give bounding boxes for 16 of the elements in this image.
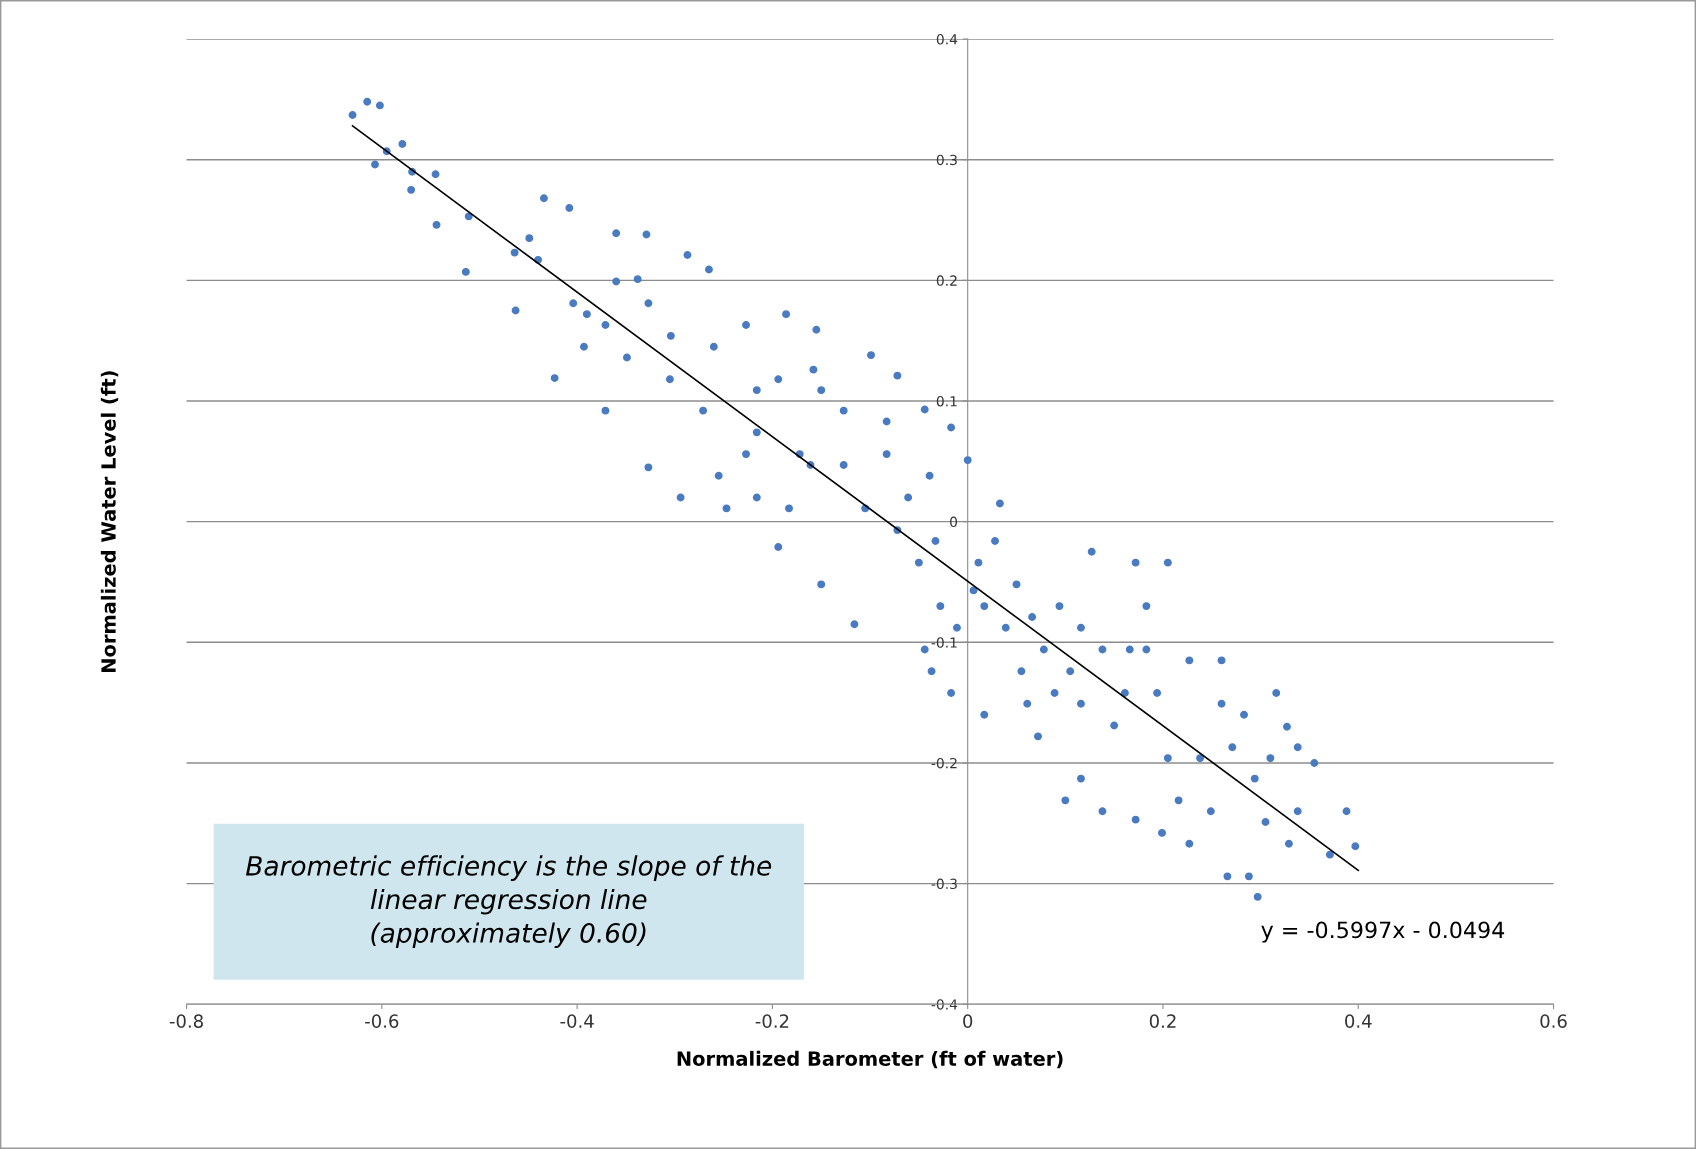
y-tick-label: -0.2 <box>931 757 957 769</box>
annotation: Barometric efficiency is the slope of the linear regression line (approximately 0.60) <box>245 855 772 949</box>
y-tick-label: 0.4 <box>936 34 958 45</box>
y-tick-label: -0.4 <box>931 999 958 1010</box>
x-tick-label: 0.4 <box>1345 1014 1372 1028</box>
x-tick-label: -0.4 <box>560 1014 594 1028</box>
y-axis-title: Normalized Water Level (ft) <box>100 371 119 672</box>
y-tick-label: 0.1 <box>936 395 957 407</box>
x-tick-label: -0.2 <box>755 1014 789 1028</box>
annotation: y = -0.5997x - 0.0494 <box>1261 921 1505 943</box>
x-axis-title: Normalized Barometer (ft of water) <box>677 1050 1063 1069</box>
x-tick-label: 0 <box>963 1014 973 1028</box>
x-tick-label: -0.6 <box>365 1014 399 1028</box>
x-tick-label: 0.2 <box>1149 1014 1176 1028</box>
x-tick-label: -0.8 <box>169 1014 203 1028</box>
x-tick-label: 0.6 <box>1540 1014 1567 1028</box>
